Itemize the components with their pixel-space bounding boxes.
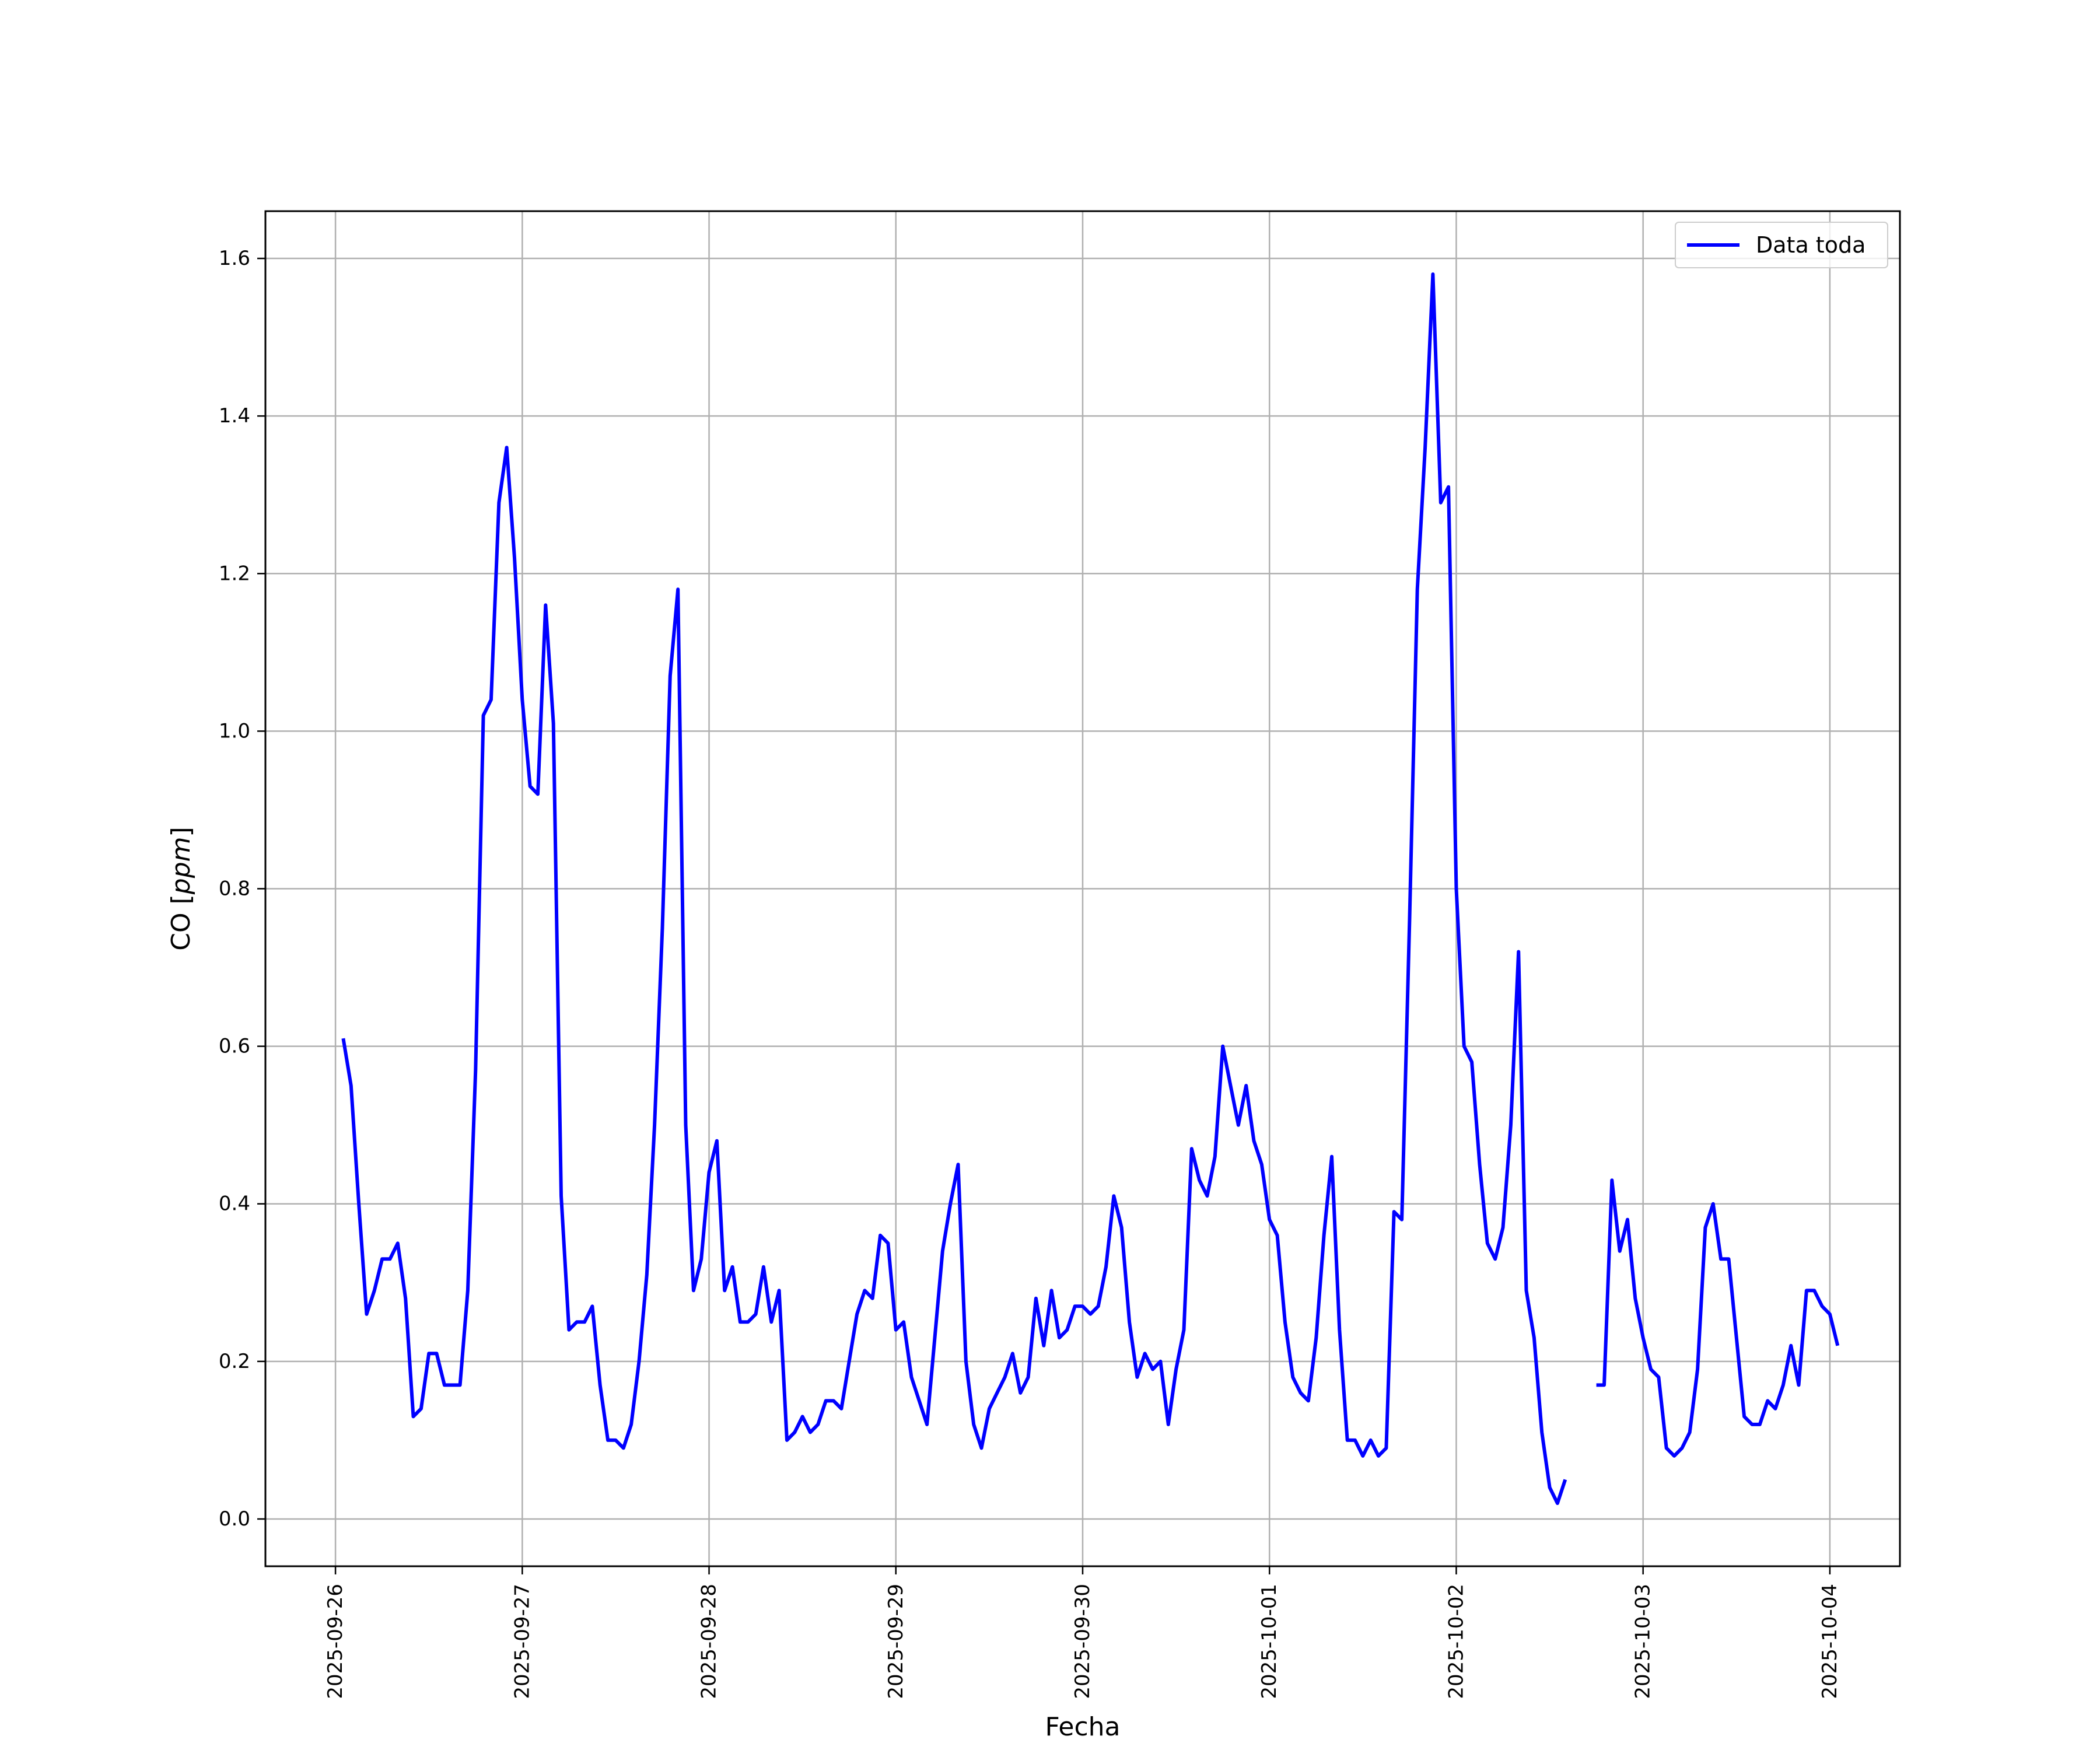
y-tick-label: 1.0 bbox=[219, 719, 250, 743]
y-tick-label: 0.8 bbox=[219, 877, 250, 901]
legend: Data toda bbox=[1675, 222, 1888, 268]
x-tick-label: 2025-09-29 bbox=[884, 1584, 908, 1699]
x-tick-label: 2025-09-27 bbox=[510, 1584, 534, 1699]
x-tick-label: 2025-09-26 bbox=[324, 1584, 347, 1699]
legend-entry-label: Data toda bbox=[1756, 232, 1866, 258]
x-tick-label: 2025-10-04 bbox=[1818, 1584, 1842, 1699]
grid-lines bbox=[265, 211, 1900, 1566]
y-tick-label: 1.2 bbox=[219, 562, 250, 585]
y-tick-label: 0.0 bbox=[219, 1507, 250, 1531]
y-tick-label: 0.2 bbox=[219, 1350, 250, 1373]
y-tick-label: 0.4 bbox=[219, 1192, 250, 1216]
legend-box bbox=[1675, 222, 1888, 268]
x-axis-ticks: 2025-09-26 2025-09-27 2025-09-28 2025-09-29… bbox=[324, 1566, 1842, 1699]
y-tick-label: 0.6 bbox=[219, 1035, 250, 1058]
y-tick-label: 1.6 bbox=[219, 247, 250, 270]
series-layer bbox=[341, 272, 1840, 1505]
y-axis-label-prefix: CO [ bbox=[166, 894, 196, 951]
y-axis-label-unit: ppm bbox=[166, 836, 196, 895]
series-line-0 bbox=[341, 272, 1840, 1505]
y-axis-ticks: 0.0 0.2 0.4 0.6 0.8 1.0 1.2 1.4 1.6 bbox=[219, 247, 265, 1531]
y-axis-label-suffix: ] bbox=[166, 827, 196, 836]
x-axis-label: Fecha bbox=[1045, 1712, 1120, 1742]
y-tick-label: 1.4 bbox=[219, 404, 250, 428]
x-tick-label: 2025-10-02 bbox=[1444, 1584, 1468, 1699]
x-tick-label: 2025-09-28 bbox=[698, 1584, 721, 1699]
x-tick-label: 2025-10-03 bbox=[1632, 1584, 1655, 1699]
x-tick-label: 2025-10-01 bbox=[1258, 1584, 1281, 1699]
x-tick-label: 2025-09-30 bbox=[1071, 1584, 1094, 1699]
y-axis-label: CO [ppm] bbox=[166, 827, 196, 950]
